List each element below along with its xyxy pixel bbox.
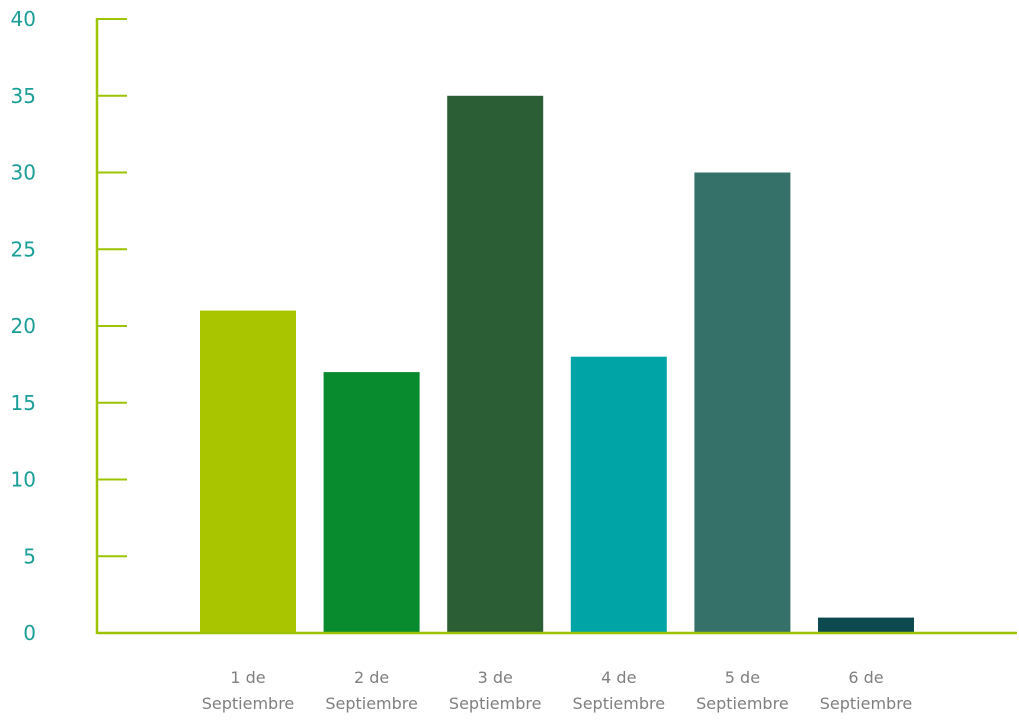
- y-tick-labels: 0 5 10 15 20 25 30 35 40: [11, 7, 36, 645]
- y-tick-label: 40: [11, 7, 36, 31]
- x-tick-label: 5 de Septiembre: [696, 668, 789, 713]
- bar-4: [570, 356, 667, 633]
- x-tick-label-line-month: Septiembre: [202, 694, 295, 713]
- y-tick-label: 10: [11, 468, 36, 492]
- bars-layer: [200, 95, 914, 634]
- y-tick-label: 5: [23, 544, 36, 568]
- y-tick-label: 35: [11, 84, 36, 108]
- x-tick-label-line-month: Septiembre: [573, 694, 666, 713]
- y-tick-label: 0: [23, 621, 36, 645]
- bar-1: [200, 310, 296, 633]
- x-tick-label-line-month: Septiembre: [696, 694, 789, 713]
- bar-3: [447, 95, 544, 634]
- bar-6: [818, 617, 914, 633]
- bar-5: [694, 172, 791, 633]
- x-tick-label-line-day: 1 de: [230, 668, 265, 687]
- x-tick-label: 4 de Septiembre: [573, 668, 666, 713]
- x-tick-label-line-month: Septiembre: [820, 694, 913, 713]
- x-tick-label-line-month: Septiembre: [325, 694, 418, 713]
- y-tick-label: 30: [11, 161, 36, 185]
- y-tick-label: 25: [11, 237, 36, 261]
- x-tick-label-line-day: 2 de: [354, 668, 389, 687]
- axis-layer: [95, 18, 1017, 635]
- x-tick-label: 6 de Septiembre: [820, 668, 913, 713]
- x-tick-labels: 1 de Septiembre 2 de Septiembre 3 de Septiemb…: [202, 668, 913, 713]
- x-tick-label: 3 de Septiembre: [449, 668, 542, 713]
- y-tick-label: 15: [11, 391, 36, 415]
- x-tick-label: 1 de Septiembre: [202, 668, 295, 713]
- x-tick-label-line-day: 5 de: [725, 668, 760, 687]
- x-tick-label-line-day: 3 de: [478, 668, 513, 687]
- bar-2: [323, 372, 420, 633]
- x-tick-label-line-day: 6 de: [848, 668, 883, 687]
- x-tick-label-line-day: 4 de: [601, 668, 636, 687]
- y-tick-label: 20: [11, 314, 36, 338]
- x-tick-label-line-month: Septiembre: [449, 694, 542, 713]
- x-tick-label: 2 de Septiembre: [325, 668, 418, 713]
